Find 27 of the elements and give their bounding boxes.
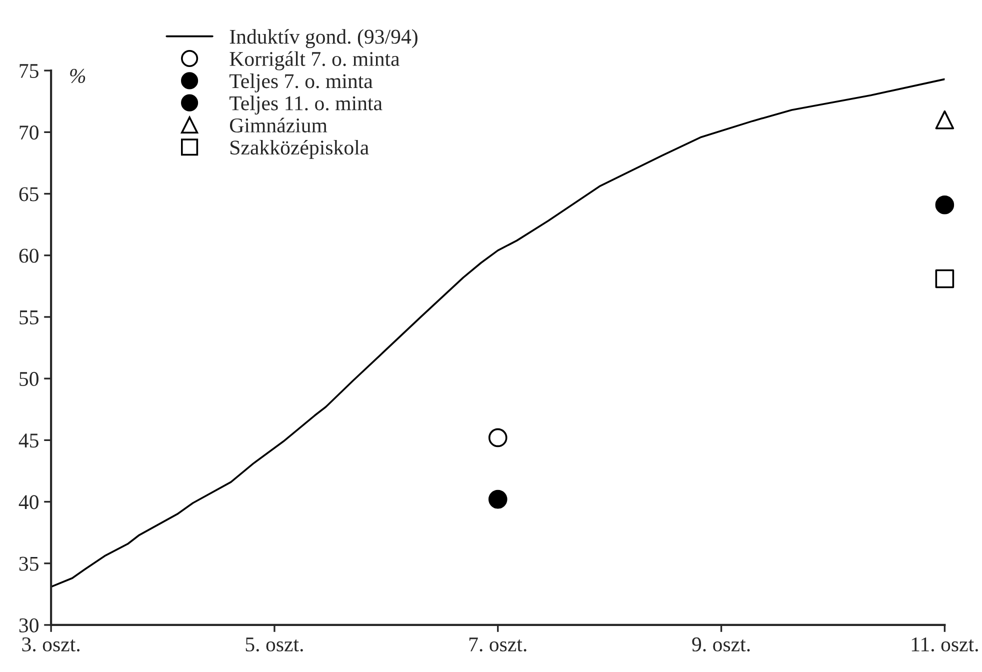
x-tick-label: 11. oszt. [912,637,978,652]
x-tick-label: 5. oszt. [246,638,303,652]
y-tick-label: 60 [19,248,38,263]
x-tick-label: 9. oszt. [692,637,750,652]
y-tick-label: 40 [18,495,38,510]
point [935,110,954,130]
x-tick-label: 7. oszt. [469,638,526,652]
y-tick-label: 55 [20,310,38,324]
y-tick-label: 45 [18,434,38,448]
legend-label: Korrigált 7. o. minta [230,51,400,70]
y-axis-title: % [70,68,86,84]
legend-label: Induktív gond. (93/94) [230,29,418,48]
point [935,195,954,214]
y-tick-label: 50 [20,372,38,386]
y-tick-label: 35 [19,556,38,571]
point [488,428,508,448]
y-tick-label: 65 [19,187,38,202]
legend-label: Gimnázium [230,118,328,132]
point [935,269,954,288]
point [488,490,508,509]
y-tick-label: 70 [20,126,38,140]
legend-label: Teljes 11. o. minta [230,96,382,115]
y-tick-label: 30 [19,618,38,632]
y-tick-label: 75 [20,64,38,78]
legend-label: Teljes 7. o. minta [230,74,373,92]
x-tick-label: 3. oszt. [22,637,80,652]
legend-label: Szakközépiskola [230,140,369,159]
